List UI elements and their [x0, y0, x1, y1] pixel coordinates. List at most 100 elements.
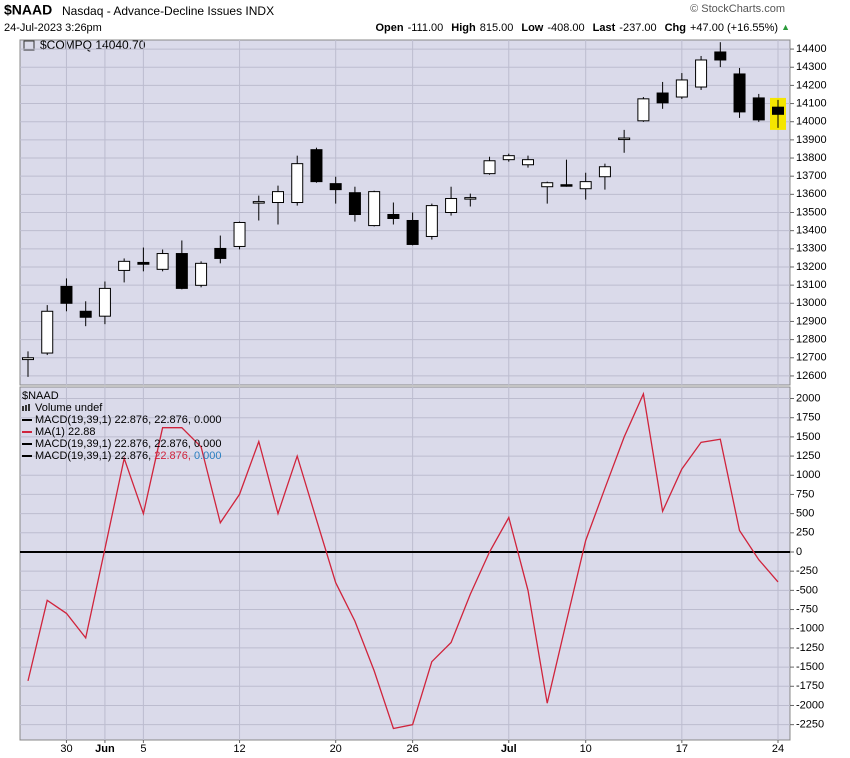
x-tick-label: 24: [772, 743, 784, 755]
stat-value: +47.00 (+16.55%): [690, 22, 778, 34]
y-tick-label: -1000: [796, 623, 824, 635]
y-tick-label: 12800: [796, 334, 827, 346]
legend-label: $NAAD: [22, 390, 59, 402]
y-tick-label: 1250: [796, 450, 820, 462]
candle-body: [541, 182, 554, 188]
candle-body: [41, 310, 54, 354]
y-tick-label: 13000: [796, 297, 827, 309]
y-tick-label: 14400: [796, 43, 827, 55]
candle-body: [195, 262, 208, 286]
y-tick-label: 2000: [796, 392, 820, 404]
y-tick-label: 14200: [796, 79, 827, 91]
candle-body: [387, 213, 400, 219]
stats: Open -111.00 High 815.00 Low -408.00 Last -237.…: [375, 22, 790, 34]
y-tick-label: 14000: [796, 116, 827, 128]
x-tick-label: 26: [406, 743, 418, 755]
y-tick-label: 1000: [796, 469, 820, 481]
y-tick-label: -2250: [796, 719, 824, 731]
candle-body: [483, 160, 496, 175]
y-tick-label: -750: [796, 603, 818, 615]
stat-value: -408.00: [547, 22, 584, 34]
volume-icon: [28, 404, 30, 411]
y-tick-label: 13900: [796, 134, 827, 146]
y-tick-label: 13200: [796, 261, 827, 273]
subtitle: Nasdaq - Advance-Decline Issues INDX: [62, 4, 274, 18]
y-tick-label: 12600: [796, 370, 827, 382]
candle-body: [579, 181, 592, 190]
x-tick-label: Jul: [501, 743, 517, 755]
candle-body: [118, 260, 131, 271]
candle-body: [233, 221, 246, 247]
y-tick-label: -1500: [796, 661, 824, 673]
series-label: $COMPQ 14040.70: [40, 38, 146, 52]
candle-body: [656, 92, 669, 104]
candle-body: [272, 191, 284, 204]
candle-body: [175, 253, 188, 289]
candle-body: [522, 159, 534, 166]
candle-body: [79, 310, 92, 318]
title: $NAAD: [4, 2, 52, 18]
candle-body: [60, 285, 73, 304]
legend-part: 22.876,: [154, 450, 194, 462]
y-tick-label: 14100: [796, 97, 827, 109]
y-tick-label: 500: [796, 508, 814, 520]
date: 24-Jul-2023 3:26pm: [4, 22, 102, 34]
y-tick-label: 13500: [796, 206, 827, 218]
candle-body: [310, 149, 323, 183]
y-tick-label: 13400: [796, 225, 827, 237]
candle-body: [291, 163, 304, 204]
candle-body: [348, 192, 361, 215]
source: © StockCharts.com: [690, 3, 785, 15]
stat-value: 815.00: [480, 22, 514, 34]
candle-body: [637, 98, 650, 122]
y-tick-label: 13700: [796, 170, 827, 182]
x-tick-label: 5: [140, 743, 146, 755]
candle-body: [98, 287, 111, 317]
series-line: [27, 391, 779, 730]
candle-body: [464, 197, 477, 200]
legend-label: MACD(19,39,1) 22.876, 22.876, 0.000: [35, 450, 222, 462]
stat-label: High: [451, 22, 476, 34]
candle-body: [752, 97, 765, 121]
x-tick-label: 20: [330, 743, 342, 755]
y-tick-label: -250: [796, 565, 818, 577]
candle-body: [214, 247, 227, 259]
legend-label: MACD(19,39,1) 22.876, 22.876, 0.000: [35, 414, 222, 426]
candle-body: [252, 201, 265, 204]
candle-body: [675, 79, 688, 98]
candle-body: [137, 261, 150, 265]
candle-body: [733, 73, 746, 113]
y-tick-label: -500: [796, 584, 818, 596]
candle-body: [425, 205, 438, 237]
stat-label: Last: [593, 22, 616, 34]
candle-body: [772, 106, 784, 115]
candle-body: [695, 59, 708, 88]
legend-part: MACD(19,39,1) 22.876,: [35, 450, 154, 462]
candle-body: [618, 137, 631, 141]
x-tick-label: 17: [676, 743, 688, 755]
x-tick-label: 12: [233, 743, 245, 755]
x-tick-label: 30: [60, 743, 72, 755]
y-tick-label: 750: [796, 488, 814, 500]
candle-body: [22, 357, 34, 361]
volume-icon: [25, 405, 27, 411]
candle-body: [368, 191, 381, 227]
y-tick-label: 12900: [796, 315, 827, 327]
candle-body: [598, 166, 611, 178]
volume-icon: [22, 406, 24, 411]
indicator-panel: [19, 386, 791, 741]
series-icon: [23, 40, 35, 51]
y-tick-label: -1750: [796, 680, 824, 692]
candle-body: [329, 183, 342, 191]
y-tick-label: 1500: [796, 431, 820, 443]
legend-label: Volume undef: [35, 402, 103, 414]
stat-value: -111.00: [408, 22, 444, 34]
candle-body: [714, 51, 727, 61]
y-tick-label: 13600: [796, 188, 827, 200]
y-tick-label: 1750: [796, 412, 820, 424]
legend-label: MA(1) 22.88: [35, 426, 96, 438]
candle-body: [502, 155, 515, 161]
stat-label: Low: [521, 22, 543, 34]
stat-value: -237.00: [619, 22, 656, 34]
